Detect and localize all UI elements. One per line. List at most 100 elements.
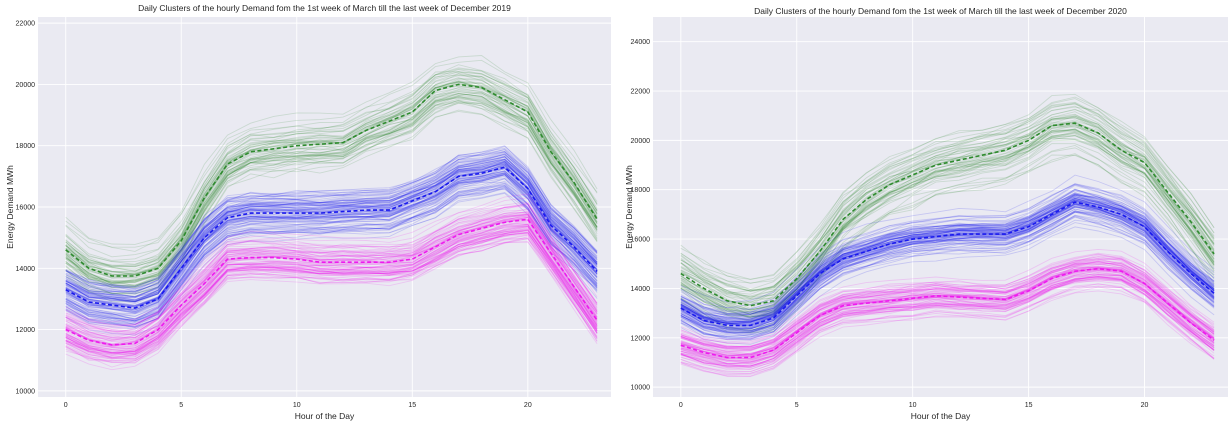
- day-trace: [65, 225, 598, 351]
- day-trace: [680, 219, 1215, 338]
- day-trace: [65, 69, 598, 268]
- day-trace: [65, 216, 598, 341]
- day-trace: [65, 93, 598, 287]
- day-trace: [65, 204, 598, 328]
- day-trace: [680, 129, 1215, 315]
- day-trace: [65, 160, 598, 300]
- day-trace: [680, 198, 1215, 322]
- day-trace: [65, 229, 598, 359]
- day-trace: [680, 203, 1215, 332]
- day-trace: [65, 152, 598, 292]
- day-trace: [65, 167, 598, 314]
- day-trace: [65, 92, 598, 288]
- day-trace: [65, 227, 598, 357]
- day-trace: [680, 265, 1215, 356]
- day-trace: [65, 177, 598, 323]
- day-trace: [65, 181, 598, 322]
- day-trace: [65, 100, 598, 295]
- day-trace: [680, 194, 1215, 321]
- day-trace: [65, 156, 598, 301]
- y-tick-label: 12000: [16, 327, 36, 334]
- day-trace: [65, 173, 598, 311]
- day-trace: [65, 71, 598, 267]
- day-trace: [680, 253, 1215, 344]
- day-trace: [65, 224, 598, 355]
- day-trace: [65, 91, 598, 275]
- day-trace: [680, 128, 1215, 318]
- day-trace: [680, 137, 1215, 313]
- day-trace: [680, 226, 1215, 345]
- day-trace: [680, 123, 1215, 315]
- day-trace: [680, 259, 1215, 348]
- day-trace: [65, 99, 598, 289]
- day-trace: [65, 156, 598, 302]
- day-trace: [65, 238, 598, 360]
- day-trace: [680, 198, 1215, 325]
- day-trace: [680, 273, 1215, 365]
- day-trace: [65, 160, 598, 298]
- day-trace: [65, 158, 598, 298]
- day-trace: [680, 286, 1215, 373]
- day-trace: [65, 170, 598, 315]
- day-trace: [680, 257, 1215, 348]
- day-trace: [680, 132, 1215, 322]
- x-tick-label: 20: [1141, 402, 1149, 409]
- day-trace: [65, 148, 598, 290]
- day-trace: [680, 266, 1215, 360]
- day-trace: [65, 164, 598, 306]
- day-trace: [680, 197, 1215, 318]
- grid: [38, 17, 611, 397]
- day-trace: [680, 199, 1215, 325]
- day-trace: [680, 134, 1215, 318]
- day-trace: [65, 102, 598, 295]
- day-trace: [65, 178, 598, 320]
- day-trace: [65, 167, 598, 321]
- day-trace: [65, 201, 598, 326]
- day-trace: [680, 103, 1215, 292]
- day-trace: [65, 73, 598, 272]
- day-trace: [65, 97, 598, 283]
- day-trace: [65, 233, 598, 359]
- y-tick-label: 12000: [631, 335, 651, 342]
- day-trace: [680, 129, 1215, 317]
- day-trace: [65, 159, 598, 302]
- x-tick-label: 10: [293, 402, 301, 409]
- day-trace: [680, 200, 1215, 321]
- day-trace: [680, 188, 1215, 315]
- day-trace: [680, 273, 1215, 367]
- day-trace: [65, 221, 598, 345]
- day-trace: [680, 200, 1215, 323]
- day-trace: [680, 203, 1215, 328]
- day-trace: [65, 197, 598, 327]
- day-trace: [680, 275, 1215, 363]
- day-trace: [65, 163, 598, 308]
- day-trace: [65, 158, 598, 298]
- day-trace: [65, 178, 598, 330]
- day-trace: [65, 156, 598, 297]
- day-trace: [680, 196, 1215, 324]
- day-trace: [65, 73, 598, 273]
- day-trace: [680, 102, 1215, 292]
- day-trace: [65, 168, 598, 313]
- cluster-lines: [65, 55, 598, 371]
- chart-panel-2020: 0 5 10 15 20 10000 12000 14000 16000 18000 20000 22…: [618, 0, 1232, 423]
- demand-chart-2020: 0 5 10 15 20 10000 12000 14000 16000 18000 20000 22…: [624, 6, 1228, 421]
- day-trace: [680, 262, 1215, 352]
- day-trace: [680, 210, 1215, 331]
- day-trace: [680, 290, 1215, 377]
- day-trace: [65, 153, 598, 295]
- y-axis-label: Energy Demand MWh: [624, 165, 634, 249]
- day-trace: [65, 225, 598, 353]
- day-trace: [65, 81, 598, 270]
- day-trace: [65, 172, 598, 320]
- day-trace: [65, 150, 598, 299]
- day-trace: [680, 119, 1215, 300]
- day-trace: [65, 160, 598, 303]
- day-trace: [680, 203, 1215, 330]
- day-trace: [680, 283, 1215, 377]
- day-trace: [680, 259, 1215, 353]
- day-trace: [65, 101, 598, 295]
- day-trace: [65, 227, 598, 360]
- day-trace: [65, 71, 598, 261]
- day-trace: [680, 111, 1215, 295]
